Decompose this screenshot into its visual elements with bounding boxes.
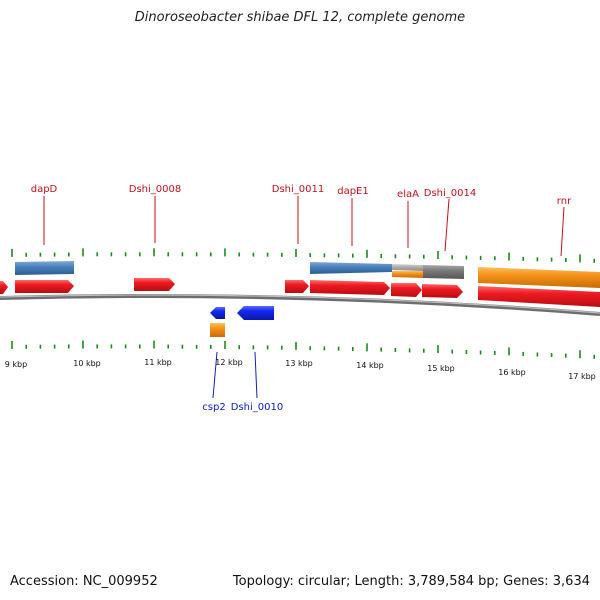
feature-Dshi_0014-gene (423, 265, 464, 279)
scale-label-16kbp: 16 kbp (498, 368, 526, 377)
scale-label-13kbp: 13 kbp (285, 359, 313, 368)
scale-label-12kbp: 12 kbp (215, 358, 243, 367)
feature-dapE1-cds (310, 262, 392, 274)
feature-csp2-cds (210, 323, 225, 337)
gene-arrow-rnr (478, 286, 600, 307)
gene-arrow-fwd-edge (0, 281, 8, 294)
genome-backbone (0, 294, 600, 316)
label-Dshi_0014: Dshi_0014 (424, 188, 476, 199)
genome-summary-text: Topology: circular; Length: 3,789,584 bp… (232, 574, 590, 589)
gene-arrow-Dshi_0010 (237, 306, 274, 320)
gene-arrow-csp2 (210, 307, 225, 319)
accession-text: Accession: NC_009952 (10, 574, 158, 589)
label-Dshi_0011: Dshi_0011 (272, 184, 324, 195)
genome-backbone-highlight (0, 294, 600, 314)
tick-marks-top (11, 248, 596, 263)
feature-elaA-gene (392, 264, 423, 271)
feature-dapD-cds (15, 261, 74, 275)
gene-arrow-Dshi_0014 (422, 284, 463, 298)
map-title: Dinoroseobacter shibae DFL 12, complete … (134, 10, 466, 25)
label-dapD: dapD (31, 184, 58, 195)
scale-label-11kbp: 11 kbp (144, 358, 172, 367)
gene-labels-reverse: csp2 Dshi_0010 (202, 402, 283, 413)
leader-lines-reverse (212, 351, 258, 399)
feature-rnr-cds (478, 267, 600, 288)
label-dapE1: dapE1 (337, 186, 369, 197)
feature-elaA-cds (392, 271, 423, 278)
label-elaA: elaA (397, 189, 419, 200)
label-csp2: csp2 (202, 402, 225, 413)
gene-arrow-dapE1 (310, 280, 390, 295)
gene-arrow-Dshi_0011 (285, 280, 309, 293)
gene-labels-forward: dapD Dshi_0008 Dshi_0011 dapE1 elaA Dshi… (31, 184, 572, 207)
leader-lines-forward (43, 196, 565, 257)
scale-label-14kbp: 14 kbp (356, 361, 384, 370)
gene-arrow-Dshi_0008 (134, 278, 175, 291)
scale-label-10kbp: 10 kbp (73, 359, 101, 368)
label-Dshi_0010: Dshi_0010 (231, 402, 283, 413)
scale-label-17kbp: 17 kbp (568, 372, 596, 381)
scale-label-9kbp: 9 kbp (5, 360, 27, 369)
scale-label-15kbp: 15 kbp (427, 364, 455, 373)
gene-arrow-elaA (391, 283, 422, 297)
gene-arrow-dapD (15, 280, 74, 293)
scale-labels: 9 kbp 10 kbp 11 kbp 12 kbp 13 kbp 14 kbp… (5, 358, 596, 381)
tick-marks-bottom (11, 340, 596, 359)
label-rnr: rnr (557, 196, 572, 207)
label-Dshi_0008: Dshi_0008 (129, 184, 181, 195)
